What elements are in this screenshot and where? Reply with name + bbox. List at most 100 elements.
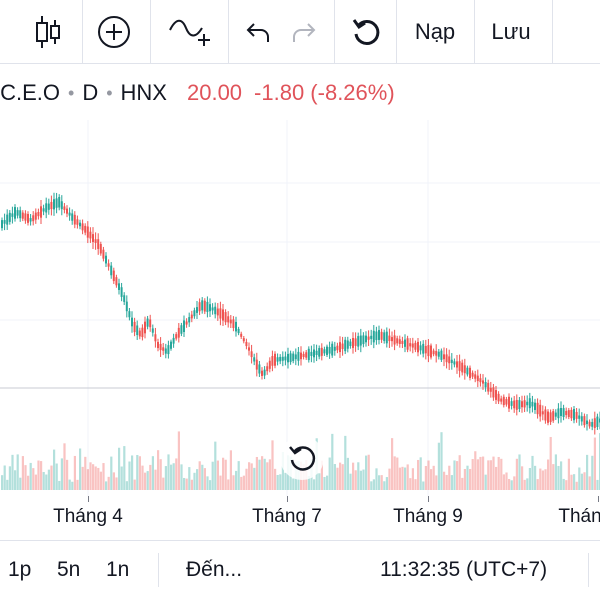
price-chart[interactable] — [0, 120, 600, 496]
candle — [531, 401, 534, 407]
volume-bar — [157, 450, 160, 490]
candle — [162, 347, 165, 351]
volume-bar — [188, 467, 191, 490]
candle — [209, 304, 211, 312]
chart-canvas[interactable] — [0, 120, 600, 496]
volume-bar — [263, 458, 266, 490]
candle — [349, 341, 352, 346]
volume-bar — [575, 481, 578, 490]
candle — [11, 213, 14, 217]
candle — [297, 351, 300, 361]
indicators-button[interactable] — [160, 0, 220, 64]
axis-tick — [287, 496, 288, 502]
candle — [437, 351, 440, 357]
volume-bar — [484, 474, 487, 490]
candle — [440, 350, 443, 360]
volume-bar — [99, 471, 102, 490]
candle — [32, 215, 35, 222]
candle — [458, 361, 461, 371]
volume-bar — [391, 438, 394, 490]
range-1y-button[interactable]: 1n — [106, 558, 130, 581]
volume-bar — [172, 463, 175, 490]
volume-bar — [3, 465, 6, 490]
candle — [102, 249, 105, 259]
candle — [575, 411, 578, 419]
volume-bar — [380, 475, 383, 490]
load-layout-button[interactable]: Nạp — [414, 19, 456, 44]
volume-bar — [258, 459, 261, 490]
volume-bar — [534, 465, 537, 490]
candle — [554, 412, 557, 417]
volume-bar — [349, 473, 352, 490]
candle — [385, 331, 388, 344]
reset-chart-button[interactable] — [280, 436, 324, 480]
volume-bar — [362, 469, 365, 490]
axis-label-month-next: Thán — [558, 506, 600, 527]
candle — [42, 208, 45, 212]
volume-bar — [471, 459, 474, 490]
candle — [469, 367, 471, 379]
goto-date-button[interactable]: Đến... — [186, 558, 243, 581]
candle — [352, 337, 354, 348]
volume-bar — [53, 449, 56, 490]
symbol-name[interactable]: .C.E.O — [0, 80, 61, 105]
candle — [146, 318, 149, 327]
candle — [250, 351, 253, 358]
candle — [552, 411, 555, 421]
candle — [435, 350, 438, 356]
volume-bar — [565, 480, 568, 490]
volume-bar — [55, 463, 58, 490]
volume-bar — [318, 473, 321, 490]
candle — [565, 411, 568, 416]
volume-bar — [515, 458, 518, 490]
volume-bar — [505, 472, 508, 490]
volume-bar — [596, 479, 599, 490]
volume-bar — [526, 478, 529, 490]
candle — [271, 356, 274, 366]
volume-bar — [320, 460, 323, 490]
volume-bar — [323, 476, 326, 490]
indicators-icon — [169, 19, 210, 46]
candle — [313, 349, 315, 358]
separator-dot: • — [106, 82, 113, 103]
volume-bar — [586, 454, 589, 490]
candle — [284, 356, 287, 361]
volume-bar — [266, 462, 269, 490]
time-axis[interactable]: Tháng 4 Tháng 7 Tháng 9 Thán — [0, 496, 600, 540]
volume-bar — [352, 462, 355, 490]
range-5y-button[interactable]: 5n — [57, 558, 81, 581]
chart-type-button[interactable] — [20, 0, 76, 64]
volume-bar — [336, 467, 339, 490]
volume-bar — [112, 472, 115, 490]
save-layout-button[interactable]: Lưu — [491, 19, 531, 44]
volume-bar — [531, 455, 534, 490]
volume-bar — [567, 458, 570, 490]
volume-bar — [417, 459, 420, 490]
volume-bar — [203, 468, 206, 490]
compare-symbol-button[interactable] — [88, 0, 140, 64]
reload-button[interactable] — [340, 0, 392, 64]
candle — [84, 225, 87, 233]
volume-bar — [271, 440, 274, 490]
candle — [229, 319, 232, 324]
clock-timezone[interactable]: 11:32:35 (UTC+7) — [380, 558, 548, 581]
redo-button[interactable] — [282, 0, 326, 64]
candle — [138, 330, 141, 337]
volume-bar — [388, 468, 391, 490]
volume-bar — [14, 470, 17, 490]
range-1d-button[interactable]: 1p — [8, 558, 32, 581]
candle — [331, 343, 334, 356]
candle — [300, 352, 302, 360]
candle — [175, 334, 178, 339]
symbol-interval[interactable]: D — [82, 80, 99, 105]
candle — [177, 327, 180, 338]
candle — [128, 311, 131, 318]
candle — [336, 345, 339, 351]
volume-bar — [227, 479, 230, 490]
candle — [190, 314, 193, 319]
undo-button[interactable] — [236, 0, 280, 64]
volume-bar — [279, 474, 282, 490]
volume-bar — [224, 459, 227, 490]
candle — [120, 287, 123, 297]
volume-bar — [110, 456, 113, 490]
